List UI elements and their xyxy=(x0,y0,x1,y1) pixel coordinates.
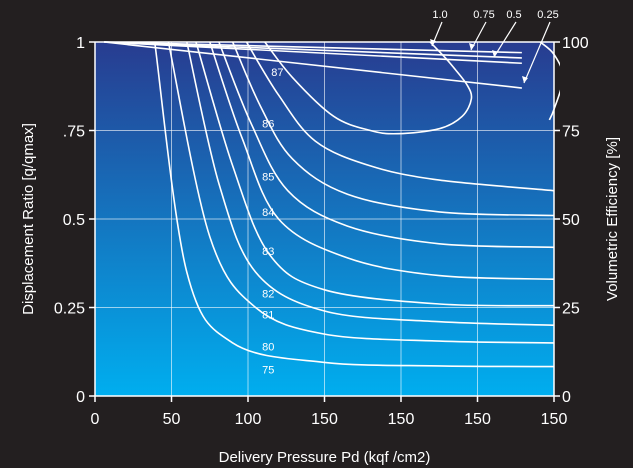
x-axis-title: Delivery Pressure Pd (kqf /cm2) xyxy=(219,449,431,466)
efficiency-contour-87 xyxy=(264,42,473,135)
ve-callout-0.5 xyxy=(493,21,517,58)
ve-callout-0.25 xyxy=(523,21,551,84)
y2-tick-label: 50 xyxy=(562,212,580,229)
ve-label-0.25: 0.25 xyxy=(537,9,558,21)
y-tick-label: 0 xyxy=(76,389,85,406)
grid xyxy=(95,42,554,396)
contour-label-75: 75 xyxy=(262,364,274,376)
y-axis-title: Displacement Ratio [q/qmax] xyxy=(20,123,37,315)
y2-tick-label: 25 xyxy=(562,301,580,318)
efficiency-contour-75 xyxy=(153,42,555,368)
ve-arrowhead-0.5 xyxy=(492,50,498,57)
y2-tick-label: 100 xyxy=(562,35,589,52)
x-tick-label: 150 xyxy=(388,411,415,428)
x-tick-label: 150 xyxy=(541,411,568,428)
ve-label-0.5: 0.5 xyxy=(506,9,521,21)
ve-line-0.25 xyxy=(104,41,522,89)
contour-lines xyxy=(153,42,560,368)
x-tick-label: 0 xyxy=(91,411,100,428)
contour-label-80: 80 xyxy=(262,341,274,353)
efficiency-contour-86 xyxy=(245,42,555,192)
efficiency-contour-82 xyxy=(195,42,555,307)
ve-label-0.75: 0.75 xyxy=(473,9,494,21)
efficiency-contour-83 xyxy=(209,42,555,280)
contour-label-83: 83 xyxy=(262,246,274,258)
y2-tick-label: 0 xyxy=(562,389,571,406)
y2-axis-title: Volumetric Efficiency [%] xyxy=(604,137,621,301)
ve-line-1.0 xyxy=(104,41,522,54)
contour-label-84: 84 xyxy=(262,207,274,219)
efficiency-contour-81 xyxy=(186,42,555,326)
ve-line-0.5 xyxy=(104,41,522,65)
efficiency-contour-85 xyxy=(231,42,555,217)
ve-label-1.0: 1.0 xyxy=(432,9,447,21)
contour-label-82: 82 xyxy=(262,288,274,300)
contour-label-87: 87 xyxy=(271,67,283,79)
y-tick-label: 0.25 xyxy=(54,301,85,318)
contour-label-85: 85 xyxy=(262,172,274,184)
y-tick-label: .75 xyxy=(63,124,85,141)
efficiency-contour-80 xyxy=(167,42,555,344)
x-tick-label: 150 xyxy=(464,411,491,428)
ve-arrowhead-0.75 xyxy=(469,43,475,50)
contour-label-81: 81 xyxy=(262,310,274,322)
efficiency-contour-84 xyxy=(218,42,555,249)
ve-line-0.75 xyxy=(104,41,522,59)
y-tick-label: 0.5 xyxy=(63,212,85,229)
x-tick-label: 150 xyxy=(311,411,338,428)
x-tick-label: 100 xyxy=(235,411,262,428)
ve-arrowhead-0.25 xyxy=(522,76,528,83)
x-tick-label: 50 xyxy=(163,411,181,428)
y2-tick-label: 75 xyxy=(562,124,580,141)
contour-label-86: 86 xyxy=(262,118,274,130)
axes xyxy=(89,41,560,402)
edge-curve xyxy=(539,42,560,121)
y-tick-label: 1 xyxy=(76,35,85,52)
